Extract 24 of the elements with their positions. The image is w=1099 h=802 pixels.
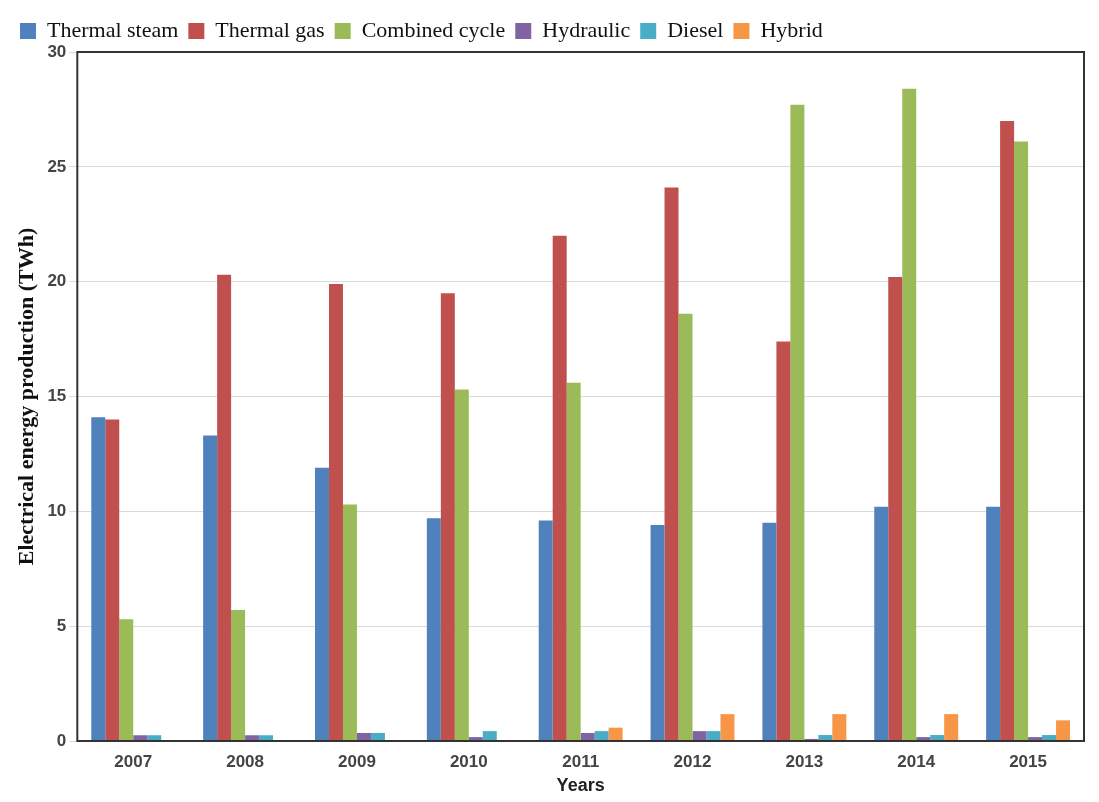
legend-label: Thermal gas bbox=[215, 16, 325, 42]
legend-label: Hybrid bbox=[760, 16, 823, 42]
legend-label: Hydraulic bbox=[542, 16, 631, 42]
y-tick-label: 5 bbox=[56, 615, 67, 635]
x-tick-label: 2007 bbox=[114, 751, 153, 771]
legend-label: Diesel bbox=[667, 16, 724, 42]
x-tick-label: 2013 bbox=[785, 751, 824, 771]
y-tick-label: 30 bbox=[47, 41, 67, 61]
y-tick-label: 10 bbox=[47, 501, 67, 521]
y-tick-label: 15 bbox=[47, 386, 67, 406]
x-tick-label: 2008 bbox=[226, 751, 265, 771]
legend-label: Combined cycle bbox=[361, 16, 506, 42]
x-tick-label: 2010 bbox=[449, 751, 488, 771]
y-axis-title: Electrical energy production (TWh) bbox=[12, 227, 38, 566]
x-tick-label: 2011 bbox=[562, 751, 600, 771]
x-tick-label: 2015 bbox=[1009, 751, 1047, 771]
y-tick-label: 0 bbox=[56, 730, 67, 750]
y-tick-label: 20 bbox=[47, 271, 67, 291]
legend-label: Thermal steam bbox=[47, 16, 179, 42]
x-tick-label: 2009 bbox=[338, 751, 376, 771]
x-tick-label: 2012 bbox=[673, 751, 712, 771]
x-axis-title: Years bbox=[556, 775, 605, 796]
y-tick-label: 25 bbox=[47, 156, 67, 176]
x-tick-label: 2014 bbox=[897, 751, 936, 771]
